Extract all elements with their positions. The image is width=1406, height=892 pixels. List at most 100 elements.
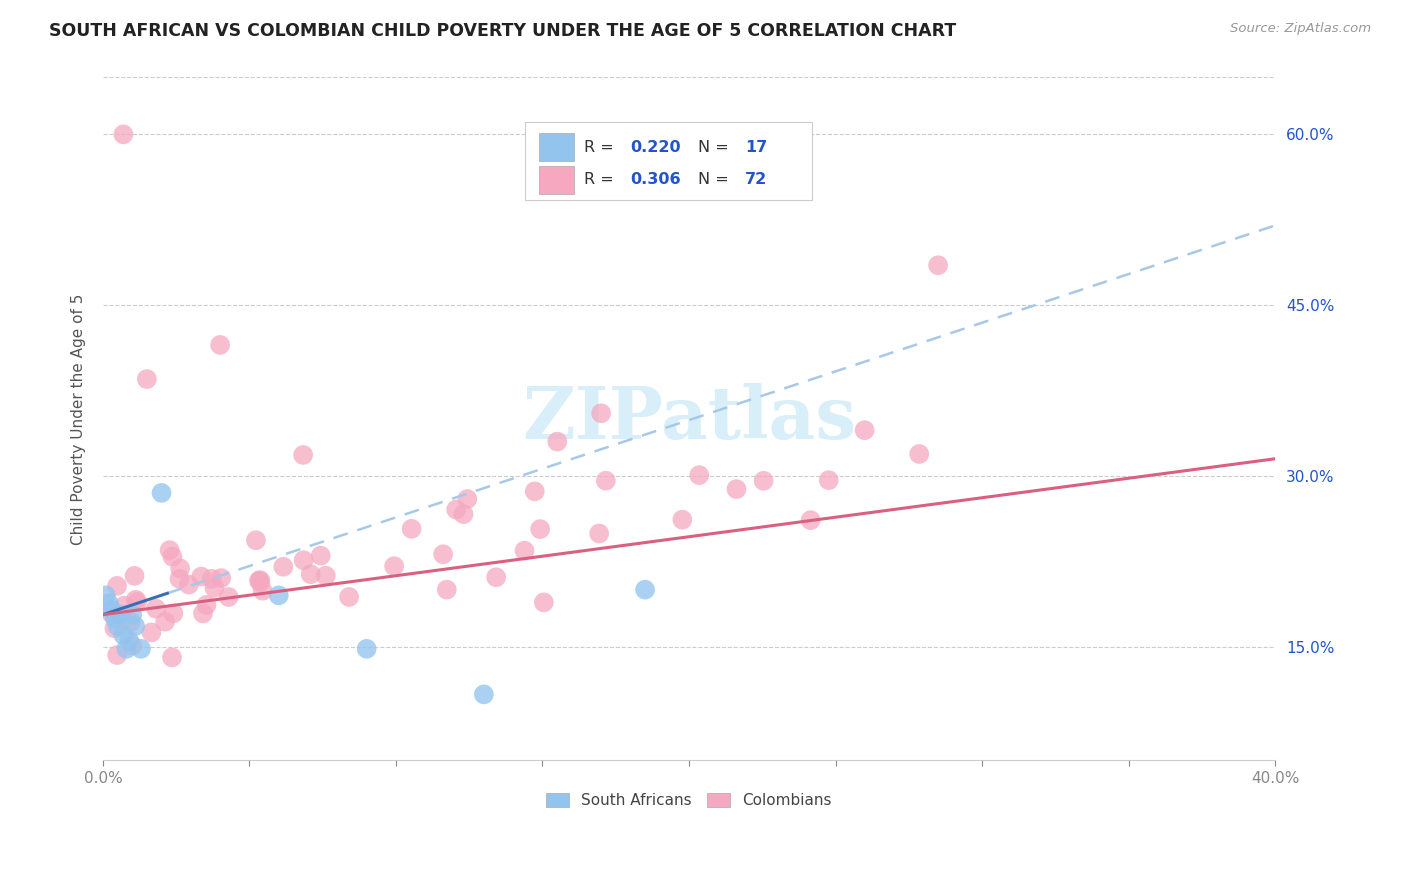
Point bbox=[209, 338, 232, 352]
Point bbox=[105, 648, 128, 662]
Point bbox=[162, 607, 184, 621]
Point bbox=[315, 568, 337, 582]
Point bbox=[105, 579, 128, 593]
FancyBboxPatch shape bbox=[538, 134, 574, 161]
Point bbox=[247, 574, 270, 588]
Point bbox=[725, 482, 748, 496]
Text: SOUTH AFRICAN VS COLOMBIAN CHILD POVERTY UNDER THE AGE OF 5 CORRELATION CHART: SOUTH AFRICAN VS COLOMBIAN CHILD POVERTY… bbox=[49, 22, 956, 40]
Point bbox=[103, 621, 125, 635]
Point bbox=[453, 507, 475, 521]
Point bbox=[104, 611, 127, 625]
Text: 0.220: 0.220 bbox=[630, 140, 681, 154]
Point bbox=[634, 582, 657, 597]
Point bbox=[112, 128, 135, 142]
Y-axis label: Child Poverty Under the Age of 5: Child Poverty Under the Age of 5 bbox=[72, 293, 86, 545]
Point bbox=[97, 596, 120, 610]
Point bbox=[817, 473, 839, 487]
Point bbox=[209, 571, 232, 585]
Point bbox=[927, 258, 949, 272]
Point bbox=[141, 625, 163, 640]
FancyBboxPatch shape bbox=[524, 122, 813, 201]
Point bbox=[591, 406, 613, 420]
Point bbox=[588, 526, 610, 541]
Point bbox=[124, 569, 146, 583]
Point bbox=[249, 573, 271, 587]
Point bbox=[127, 595, 149, 609]
Point bbox=[169, 572, 191, 586]
Point bbox=[513, 543, 536, 558]
Point bbox=[115, 641, 138, 656]
Point bbox=[267, 588, 290, 602]
Point bbox=[529, 522, 551, 536]
Point bbox=[271, 559, 294, 574]
Legend: South Africans, Colombians: South Africans, Colombians bbox=[540, 787, 838, 814]
Point bbox=[444, 502, 467, 516]
Text: N =: N = bbox=[699, 140, 734, 154]
Text: 0.306: 0.306 bbox=[630, 172, 681, 187]
Point bbox=[299, 567, 322, 582]
Point bbox=[908, 447, 931, 461]
Point bbox=[252, 583, 274, 598]
Point bbox=[309, 549, 332, 563]
Text: Source: ZipAtlas.com: Source: ZipAtlas.com bbox=[1230, 22, 1371, 36]
Point bbox=[523, 484, 546, 499]
Point bbox=[382, 559, 405, 574]
Text: 17: 17 bbox=[745, 140, 768, 154]
Point bbox=[472, 687, 495, 701]
Point bbox=[853, 423, 876, 437]
Point bbox=[121, 639, 143, 653]
Point bbox=[124, 619, 146, 633]
Point bbox=[456, 491, 478, 506]
Point bbox=[107, 619, 129, 633]
Point bbox=[337, 590, 360, 604]
Point bbox=[118, 633, 141, 648]
Point bbox=[121, 607, 143, 622]
Text: R =: R = bbox=[583, 140, 619, 154]
Point bbox=[177, 577, 200, 591]
Point bbox=[595, 474, 617, 488]
Point bbox=[671, 513, 693, 527]
Point bbox=[162, 549, 184, 564]
Point bbox=[190, 569, 212, 583]
Point bbox=[533, 595, 555, 609]
Point bbox=[401, 522, 423, 536]
Point bbox=[191, 607, 214, 621]
Point bbox=[125, 592, 148, 607]
Point bbox=[249, 575, 271, 590]
Point bbox=[201, 572, 224, 586]
Point bbox=[112, 628, 135, 642]
Point bbox=[110, 607, 132, 622]
Point bbox=[100, 603, 122, 617]
Point bbox=[546, 434, 568, 449]
Point bbox=[195, 598, 218, 612]
Point bbox=[356, 641, 378, 656]
Point bbox=[129, 641, 152, 656]
Point bbox=[135, 372, 157, 386]
Point bbox=[145, 601, 167, 615]
Point bbox=[112, 599, 135, 613]
Point bbox=[292, 448, 315, 462]
Point bbox=[245, 533, 267, 548]
Point bbox=[436, 582, 458, 597]
Text: N =: N = bbox=[699, 172, 734, 187]
Point bbox=[688, 468, 710, 483]
Point bbox=[169, 561, 191, 575]
Point bbox=[120, 615, 142, 629]
Point bbox=[150, 486, 173, 500]
Point bbox=[204, 581, 226, 595]
Point bbox=[153, 615, 176, 629]
Point bbox=[752, 474, 775, 488]
Text: 72: 72 bbox=[745, 172, 768, 187]
Point bbox=[432, 547, 454, 561]
FancyBboxPatch shape bbox=[538, 166, 574, 194]
Point bbox=[159, 543, 181, 558]
Point bbox=[485, 570, 508, 584]
Point bbox=[160, 650, 183, 665]
Text: R =: R = bbox=[583, 172, 619, 187]
Text: ZIPatlas: ZIPatlas bbox=[522, 384, 856, 454]
Point bbox=[100, 606, 122, 620]
Point bbox=[800, 513, 823, 527]
Point bbox=[94, 588, 117, 602]
Point bbox=[218, 590, 240, 604]
Point bbox=[292, 553, 315, 567]
